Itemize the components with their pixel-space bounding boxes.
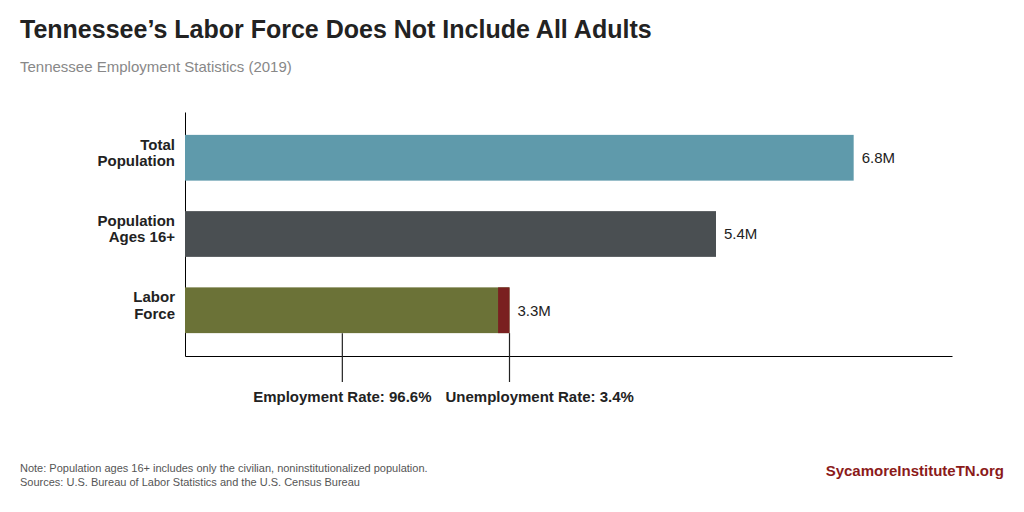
bar (185, 287, 510, 333)
y-axis: LaborForcePopulationAges 16+TotalPopulat… (98, 113, 186, 357)
x-axis (186, 356, 953, 357)
annotation-text: Employment Rate: 96.6% (253, 388, 431, 405)
value-label: 3.3M (518, 302, 551, 319)
y-tick-label-line: Population (98, 212, 176, 229)
footnote: Note: Population ages 16+ includes only … (20, 462, 428, 474)
bars (185, 135, 854, 333)
bar (185, 211, 716, 257)
footnote: Sources: U.S. Bureau of Labor Statistics… (20, 476, 360, 488)
chart-subtitle: Tennessee Employment Statistics (2019) (20, 58, 292, 75)
value-label: 6.8M (862, 149, 895, 166)
y-tick-label-line: Ages 16+ (109, 228, 176, 245)
annotations: Employment Rate: 96.6% Unemployment Rate:… (253, 333, 634, 405)
unemployed-segment (498, 287, 509, 333)
y-tick: PopulationAges 16+ (98, 212, 186, 246)
y-tick-label: TotalPopulation (98, 136, 176, 170)
y-tick-label-line: Force (134, 305, 175, 322)
plot-area: LaborForcePopulationAges 16+TotalPopulat… (98, 113, 953, 406)
annotation-text: Unemployment Rate: 3.4% (446, 388, 634, 405)
value-label: 5.4M (724, 225, 757, 242)
chart-title: Tennessee’s Labor Force Does Not Include… (20, 15, 652, 43)
chart-svg: Tennessee’s Labor Force Does Not Include… (0, 0, 1024, 512)
y-tick-label: LaborForce (133, 288, 175, 322)
y-tick-label: PopulationAges 16+ (98, 212, 176, 246)
y-tick: LaborForce (133, 288, 185, 322)
y-tick-label-line: Population (98, 152, 176, 169)
branding: SycamoreInstituteTN.org (826, 462, 1004, 479)
y-tick-label-line: Total (140, 136, 175, 153)
y-tick: TotalPopulation (98, 136, 186, 170)
x-axis-line (186, 356, 953, 357)
annotation-line (509, 333, 510, 382)
y-tick-label-line: Labor (133, 288, 175, 305)
footnotes: Note: Population ages 16+ includes only … (20, 462, 428, 488)
bar (185, 135, 854, 181)
annotation-line (342, 333, 343, 382)
